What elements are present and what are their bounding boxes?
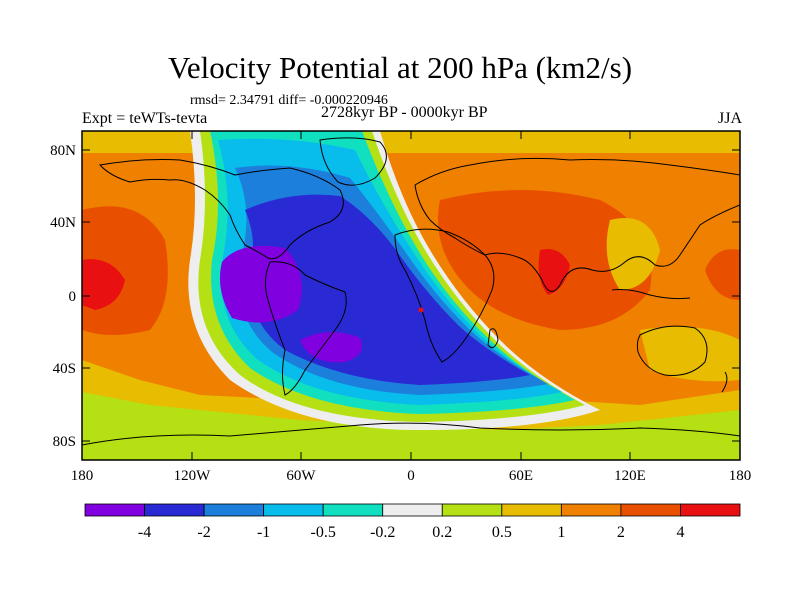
colorbar-swatch	[84, 503, 145, 517]
colorbar-swatch	[560, 503, 622, 517]
field-asia-yellow	[606, 218, 660, 290]
x-tick-label: 120E	[614, 468, 646, 484]
colorbar-swatch	[620, 503, 681, 517]
colorbar-label: 4	[676, 524, 684, 541]
colorbar-swatch	[144, 503, 205, 517]
x-tick-label: 180	[71, 468, 94, 484]
y-axis-ticks	[82, 149, 740, 442]
colorbar-swatch	[382, 503, 443, 517]
field-india-deepred	[538, 249, 570, 295]
colorbar-label: 1	[557, 524, 565, 541]
field-dateline-red	[705, 249, 740, 300]
x-tick-label: 180	[729, 468, 752, 484]
colorbar-label: -4	[138, 524, 151, 541]
x-axis-ticks	[81, 131, 741, 460]
stats-text: rmsd= 2.34791 diff= -0.000220946	[190, 93, 388, 108]
x-axis-labels: 180 120W 60W 0 60E 120E 180	[71, 468, 752, 484]
y-tick-label: 80S	[53, 434, 76, 450]
map-field	[82, 131, 740, 460]
field-pacific-deepred	[82, 259, 125, 310]
colorbar-label: 0.5	[492, 524, 512, 541]
field-neg-4-core-atlantic	[300, 331, 363, 363]
colorbar-label: 0.2	[432, 524, 452, 541]
field-australia-yellow	[640, 326, 740, 382]
y-tick-label: 0	[69, 289, 77, 305]
colorbar-label: 2	[617, 524, 625, 541]
colorbar-label: -1	[257, 524, 270, 541]
colorbar-swatch	[680, 503, 741, 517]
x-tick-label: 0	[407, 468, 415, 484]
y-tick-label: 80N	[50, 143, 76, 159]
field-marker-dot	[418, 307, 424, 313]
season-label: JJA	[717, 110, 742, 127]
colorbar-swatch	[501, 503, 562, 517]
x-tick-label: 60E	[509, 468, 533, 484]
colorbar-swatch	[441, 503, 503, 517]
colorbar-swatch	[263, 503, 324, 517]
x-tick-label: 120W	[174, 468, 212, 484]
colorbar-swatch	[203, 503, 265, 517]
colorbar-label: -2	[197, 524, 210, 541]
coastlines	[82, 137, 740, 446]
map-title: Velocity Potential at 200 hPa (km2/s)	[167, 50, 633, 85]
field-neg-4-core-america	[219, 245, 302, 323]
colorbar-label: -0.2	[370, 524, 395, 541]
colorbar-swatch	[322, 503, 384, 517]
colorbar: -4 -2 -1 -0.5 -0.2 0.2 0.5 1 2 4	[84, 503, 741, 541]
period-label: 2728kyr BP - 0000kyr BP	[321, 104, 488, 121]
y-tick-label: 40S	[53, 361, 76, 377]
y-tick-label: 40N	[50, 215, 76, 231]
y-axis-labels: 80N 40N 0 40S 80S	[50, 143, 76, 450]
colorbar-label: -0.5	[311, 524, 336, 541]
experiment-label: Expt = teWTs-tevta	[82, 110, 208, 127]
x-tick-label: 60W	[286, 468, 316, 484]
